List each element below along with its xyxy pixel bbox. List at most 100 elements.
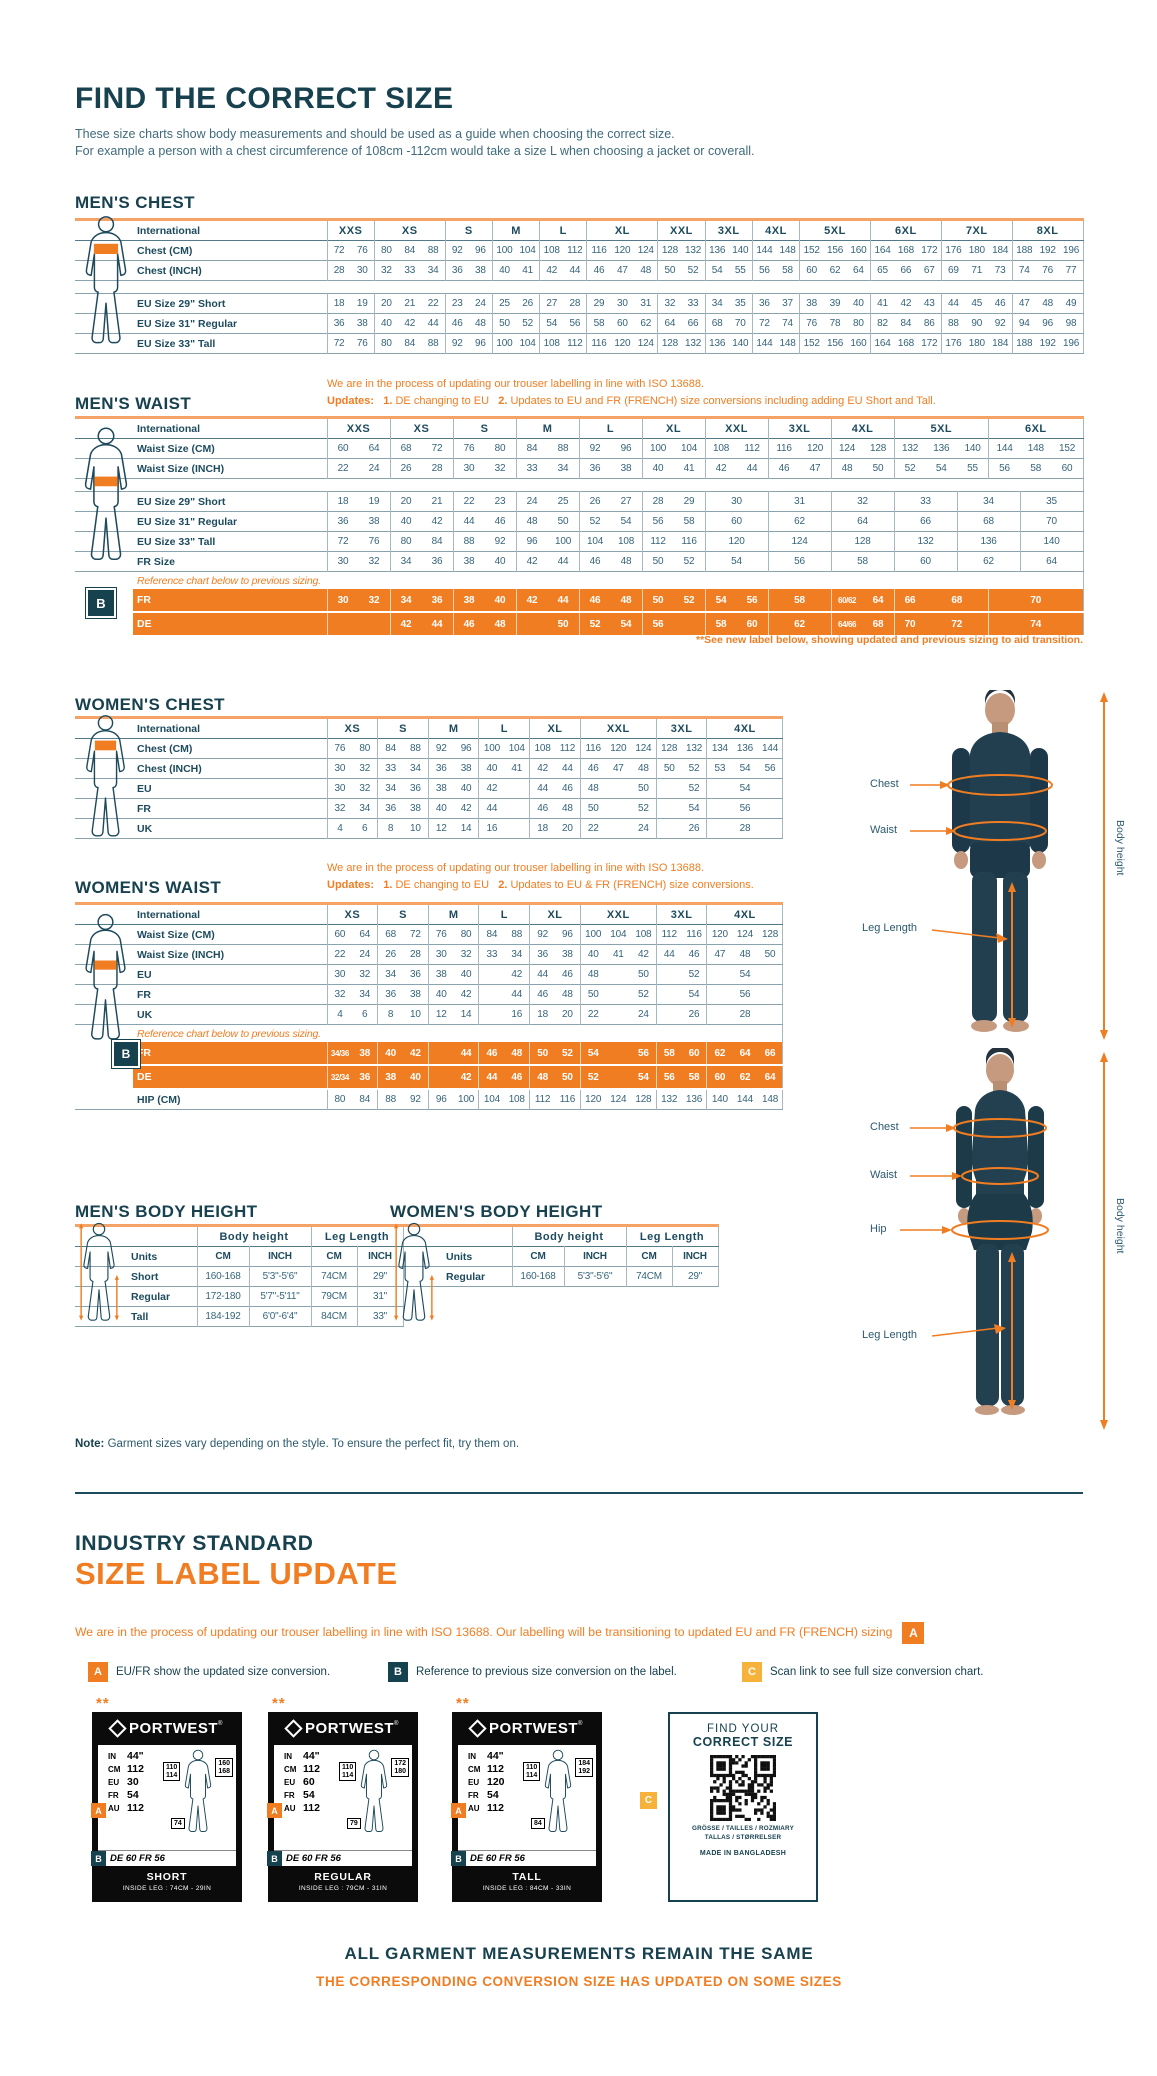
table-cell: 50 xyxy=(557,516,569,527)
table-cell: 44 xyxy=(511,989,523,1000)
table-cell: 42 xyxy=(402,1042,429,1065)
table-cell: 33 xyxy=(478,944,505,965)
page-title: FIND THE CORRECT SIZE xyxy=(75,82,454,115)
table-cell: 38 xyxy=(799,293,824,314)
size-column-header: XS xyxy=(326,717,378,739)
table-cell: 8 xyxy=(377,818,403,839)
table-cell: 26 xyxy=(389,458,422,479)
table-row: FR 32 34 36 38 40 42 44 46 48 50 52 54 56 xyxy=(75,984,783,1005)
table-cell: 22 xyxy=(579,1004,606,1025)
table-cell: 92 xyxy=(444,240,469,261)
table-cell: 134 xyxy=(706,738,733,759)
table-cell: 46 xyxy=(504,1065,530,1089)
table-cell: 34 xyxy=(511,949,523,960)
table-cell: 38 xyxy=(452,551,485,572)
table-cell: 46 xyxy=(579,758,606,779)
table-cell: 34 xyxy=(377,778,403,799)
table-cell: 120 xyxy=(704,531,769,552)
size-column-header: S xyxy=(452,417,517,439)
table-cell: 41 xyxy=(683,463,695,474)
table-cell: 6 xyxy=(362,1009,368,1020)
table-cell xyxy=(478,984,505,1005)
table-cell xyxy=(605,1065,631,1089)
table-cell: 38 xyxy=(562,949,573,960)
table-cell: 120 xyxy=(614,338,631,349)
table-cell: 38 xyxy=(410,989,421,1000)
table-cell: 144 xyxy=(751,333,776,354)
footer-line-2: THE CORRESPONDING CONVERSION SIZE HAS UP… xyxy=(316,1974,842,1989)
table-cell: 52 xyxy=(687,265,699,276)
table-cell: 96 xyxy=(1042,318,1053,329)
table-cell: 54 xyxy=(706,778,783,799)
unit-header: INCH xyxy=(563,1246,626,1267)
table-cell: 22 xyxy=(579,818,606,839)
table-cell: 96 xyxy=(515,531,548,552)
table-cell: 84 xyxy=(900,318,912,329)
size-table: International XS S M L XL XXL 3XL 4XL Waist Size … xyxy=(75,902,784,1110)
table-cell: 54 xyxy=(704,551,769,572)
row-label: EU Size 31" Regular xyxy=(75,511,328,532)
table-cell xyxy=(478,1004,505,1025)
table-cell: 152 xyxy=(1059,443,1076,454)
table-cell: 18 xyxy=(529,1004,555,1025)
table-cell: 116 xyxy=(686,929,702,940)
qr-code[interactable] xyxy=(710,1755,777,1822)
table-cell: 54 xyxy=(935,463,947,474)
table-cell xyxy=(606,985,631,1005)
table-cell: 33 xyxy=(687,298,699,309)
table-cell: 72 xyxy=(751,313,776,334)
table-cell: 76 xyxy=(368,536,380,547)
table-cell: 64 xyxy=(1019,551,1084,572)
correct-size-label: CORRECT SIZE xyxy=(692,1735,794,1749)
row-label: International xyxy=(75,417,328,439)
table-cell: 140 xyxy=(1019,531,1084,552)
table-cell: 40 xyxy=(460,783,472,794)
table-cell: 24 xyxy=(474,298,486,309)
table-row: HIP (CM) 80 84 88 92 96 100 104 108 112 116 120 124 1… xyxy=(75,1089,783,1110)
size-column-header: 6XL xyxy=(869,219,942,241)
industry-heading-1: INDUSTRY STANDARD xyxy=(75,1532,314,1555)
table-cell: 60 xyxy=(334,929,346,940)
table-row: FR 34/36 38 40 42 44 46 48 50 52 54 56 58 60 62 64 66 xyxy=(75,1042,783,1065)
table-row: Chest (INCH) 28 30 32 33 34 36 38 40 41 42 44 46 47 48… xyxy=(75,260,1084,281)
iso-note-line: We are in the process of updating our tr… xyxy=(327,378,705,390)
table-cell: 36 xyxy=(444,260,469,281)
table-cell: 80 xyxy=(373,240,398,261)
table-cell: 8 xyxy=(377,1004,403,1025)
row-label: DE xyxy=(75,612,328,636)
table-cell: 54 xyxy=(704,260,729,281)
table-cell: 46 xyxy=(444,313,469,334)
table-cell: 21 xyxy=(431,496,443,507)
table-cell: 72 xyxy=(410,929,421,940)
stars-marker: ** xyxy=(272,1695,286,1712)
unit-header: CM xyxy=(196,1246,249,1267)
table-cell: 96 xyxy=(460,743,472,754)
table-cell: 32 xyxy=(368,556,380,567)
table-cell: 26 xyxy=(522,298,533,309)
table-cell: 40 xyxy=(484,589,517,612)
table-cell: 62 xyxy=(829,265,841,276)
table-cell: 29 xyxy=(586,293,611,314)
table-cell: 27 xyxy=(539,293,564,314)
table-cell: 50 xyxy=(547,612,580,636)
group-header: Leg Length xyxy=(310,1225,403,1247)
table-cell: 98 xyxy=(1065,318,1077,329)
fit-name: SHORT xyxy=(146,1871,188,1883)
size-column-header: 5XL xyxy=(799,219,871,241)
table-cell: 52 xyxy=(688,763,700,774)
table-cell: 38 xyxy=(474,265,486,276)
a-badge: A xyxy=(267,1803,282,1818)
table-cell: 24 xyxy=(368,463,380,474)
find-size-card: FIND YOUR CORRECT SIZE GRÖSSE / TAILLES … xyxy=(668,1712,818,1902)
table-cell: 132 xyxy=(684,245,702,256)
table-cell: 24 xyxy=(638,1009,649,1020)
table-cell: 152 xyxy=(799,240,824,261)
table-cell: 62 xyxy=(640,318,652,329)
row-label: Waist Size (INCH) xyxy=(75,944,328,965)
size-column-header: XS xyxy=(373,219,446,241)
table-cell: 160-168 xyxy=(511,1266,564,1287)
table-cell: 172-180 xyxy=(196,1286,249,1307)
row-label: Waist Size (INCH) xyxy=(75,458,328,479)
table-cell: 58 xyxy=(1030,463,1042,474)
table-cell: 84 xyxy=(377,738,403,759)
